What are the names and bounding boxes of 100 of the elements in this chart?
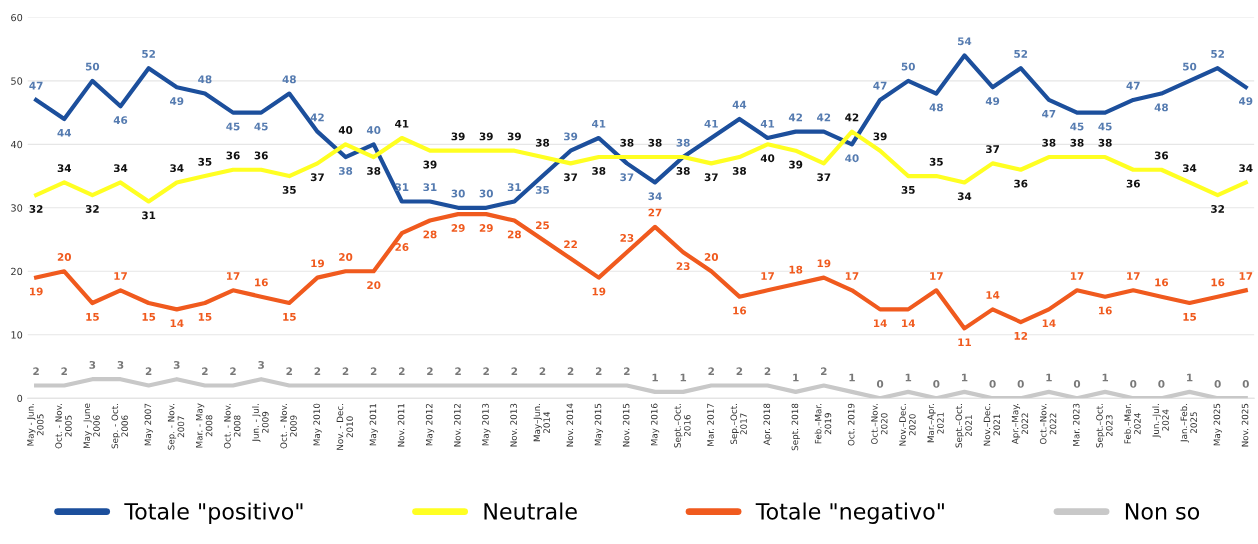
data-label: 2 <box>342 367 349 376</box>
data-label: 0 <box>1017 379 1024 388</box>
data-label: 19 <box>311 259 325 268</box>
data-label: 32 <box>85 205 99 213</box>
data-label: 38 <box>367 166 381 175</box>
data-label: 0 <box>1214 379 1221 388</box>
data-label: 41 <box>704 119 718 128</box>
data-label: 26 <box>395 243 409 251</box>
x-tick-label: Sept.–Oct. 2023 <box>1096 404 1113 448</box>
x-tick-label: May - June 2006 <box>83 403 100 449</box>
data-label: 15 <box>198 313 212 321</box>
data-label: 28 <box>507 230 521 239</box>
data-label: 37 <box>310 173 324 182</box>
data-label: 2 <box>511 367 518 376</box>
data-label: 23 <box>620 234 634 242</box>
x-tick-label: May 2016 <box>650 403 660 446</box>
data-label: 50 <box>1183 62 1197 71</box>
data-label: 37 <box>817 173 831 182</box>
data-label: 36 <box>1126 179 1140 188</box>
data-label: 17 <box>1127 272 1140 280</box>
data-label: 2 <box>230 367 236 376</box>
data-label: 38 <box>676 138 690 147</box>
data-label: 2 <box>708 367 714 376</box>
data-label: 2 <box>624 367 630 376</box>
data-label: 50 <box>85 62 100 71</box>
data-label: 38 <box>620 138 634 147</box>
data-label: 3 <box>173 360 180 369</box>
data-label: 30 <box>451 189 465 198</box>
data-label: 52 <box>1014 49 1028 58</box>
data-label: 39 <box>873 132 887 141</box>
data-label: 35 <box>901 185 915 194</box>
data-label: 1 <box>905 373 912 382</box>
data-label: 20 <box>704 253 719 261</box>
data-label: 34 <box>170 164 184 173</box>
data-label: 0 <box>1073 379 1081 388</box>
x-tick-label: May - Jun. 2005 <box>27 404 44 446</box>
data-label: 46 <box>113 116 128 125</box>
data-label: 19 <box>30 287 43 296</box>
y-tick-label: 30 <box>11 204 23 212</box>
data-label: 31 <box>507 183 521 192</box>
data-label: 34 <box>957 192 972 201</box>
data-label: 38 <box>1042 138 1056 147</box>
x-tick-label: May–Jun. 2014 <box>533 404 550 442</box>
x-tick-label: Feb.–Mar. 2024 <box>1124 404 1141 444</box>
data-label: 39 <box>423 160 437 169</box>
data-label: 15 <box>86 313 99 321</box>
x-tick-label: May 2012 <box>425 403 435 446</box>
data-label: 2 <box>455 367 461 376</box>
data-label: 17 <box>114 272 127 280</box>
data-label: 16 <box>733 306 747 315</box>
x-tick-label: Sep.–Oct. 2017 <box>730 404 747 445</box>
data-label: 16 <box>255 278 268 287</box>
y-tick-label: 60 <box>11 13 23 22</box>
x-tick-label: Mar. 2017 <box>707 403 714 446</box>
data-label: 20 <box>367 281 381 290</box>
x-tick-label: Oct. - Nov. 2008 <box>224 404 241 449</box>
data-label: 2 <box>764 367 771 376</box>
data-label: 35 <box>282 185 296 194</box>
data-label: 2 <box>567 367 574 376</box>
data-label: 1 <box>849 373 855 382</box>
x-tick-label: Mar. - May 2008 <box>196 403 213 448</box>
data-label: 2 <box>314 367 321 376</box>
data-label: 31 <box>142 211 156 220</box>
data-label: 20 <box>57 253 71 261</box>
legend-label: Totale "positivo" <box>124 502 303 524</box>
data-label: 41 <box>760 119 775 128</box>
x-tick-label: Apr. 2018 <box>763 403 772 446</box>
data-label: 1 <box>1187 373 1193 382</box>
data-label: 34 <box>57 164 72 173</box>
data-label: 54 <box>958 37 972 46</box>
x-tick-label: May 2015 <box>594 403 603 446</box>
data-label: 1 <box>793 373 799 382</box>
data-label: 39 <box>564 132 578 141</box>
data-label: 2 <box>399 367 405 376</box>
data-label: 38 <box>1098 138 1112 147</box>
data-label: 39 <box>451 132 465 141</box>
data-label: 18 <box>789 265 803 274</box>
data-label: 48 <box>282 75 296 84</box>
data-label: 17 <box>845 272 859 280</box>
x-tick-label: Sept.–Oct. 2021 <box>955 404 972 448</box>
data-label: 39 <box>479 132 493 141</box>
data-label: 36 <box>1014 179 1028 188</box>
data-label: 45 <box>1070 122 1084 131</box>
x-tick-label: Sept.–Oct. 2016 <box>674 404 691 448</box>
data-label: 29 <box>479 224 493 232</box>
data-label: 22 <box>564 240 577 249</box>
data-label: 0 <box>876 379 884 388</box>
data-label: 38 <box>676 166 690 175</box>
data-label: 30 <box>479 189 493 198</box>
data-label: 32 <box>1211 205 1224 213</box>
x-tick-label: May 2010 <box>313 403 322 446</box>
data-label: 42 <box>817 113 831 122</box>
data-label: 17 <box>1070 272 1084 280</box>
x-tick-label: Sep. - Oct. 2006 <box>111 404 128 449</box>
data-label: 14 <box>986 291 1000 299</box>
data-label: 40 <box>760 154 775 163</box>
y-tick-label: 10 <box>11 331 23 339</box>
data-label: 16 <box>1211 278 1225 287</box>
x-tick-label: Nov.–Dec. 2021 <box>983 404 1001 446</box>
data-label: 3 <box>117 360 124 369</box>
